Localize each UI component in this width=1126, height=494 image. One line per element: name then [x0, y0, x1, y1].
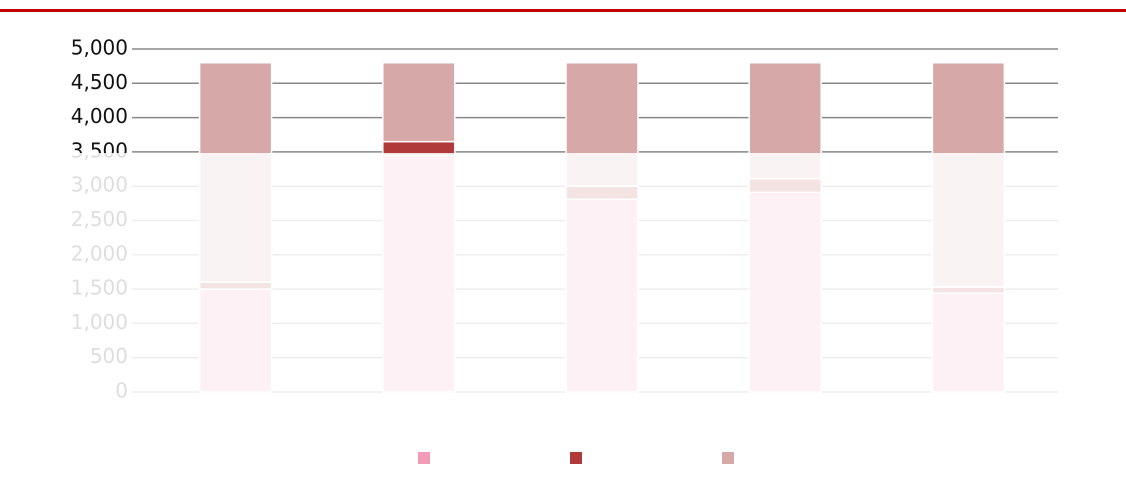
y-tick-label: 4,000	[71, 104, 128, 128]
y-tick-label: 5,000	[71, 36, 128, 60]
y-tick-label: 4,500	[71, 70, 128, 94]
legend-swatch	[570, 452, 582, 464]
legend	[418, 452, 734, 464]
bar-segment	[382, 61, 456, 143]
legend-swatch	[722, 452, 734, 464]
top-rule	[0, 9, 1126, 12]
legend-swatch	[418, 452, 430, 464]
fade-overlay	[0, 153, 1126, 494]
